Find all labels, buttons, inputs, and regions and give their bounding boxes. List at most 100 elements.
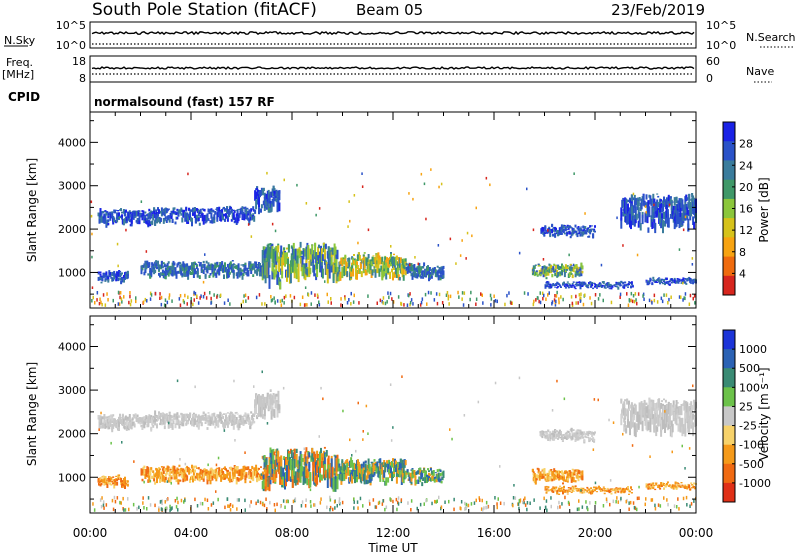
power-echo-cell (353, 254, 355, 256)
power-echo-cell (387, 268, 389, 273)
power-echo-cell (399, 277, 401, 281)
velocity-echo-cell (365, 464, 367, 473)
power-echo-cell (176, 272, 178, 279)
power-echo-cell (328, 300, 330, 304)
power-echo-cell (593, 229, 595, 231)
freq-unit-label: [MHz] (2, 68, 34, 81)
power-echo-cell (495, 299, 497, 303)
power-echo-cell (620, 282, 622, 284)
power-echo-cell (148, 209, 150, 212)
power-echo-cell (684, 297, 686, 301)
velocity-echo-cell (574, 433, 576, 436)
velocity-echo-cell (573, 429, 575, 431)
power-echo-cell (100, 274, 102, 276)
power-echo-cell (637, 254, 639, 257)
velocity-echo-cell (625, 428, 627, 433)
velocity-echo-cell (100, 415, 102, 419)
velocity-echo-cell (654, 403, 656, 405)
velocity-echo-cell (559, 486, 561, 487)
velocity-echo-cell (227, 472, 229, 475)
power-echo-cell (596, 288, 598, 289)
power-echo-cell (120, 291, 122, 295)
velocity-echo-cell (326, 450, 328, 456)
power-echo-cell (575, 295, 577, 299)
power-echo-cell (154, 270, 156, 273)
power-echo-cell (147, 273, 149, 275)
power-echo-cell (353, 300, 355, 304)
velocity-echo-cell (575, 440, 577, 442)
power-echo-cell (357, 242, 359, 245)
velocity-echo-cell (628, 494, 630, 495)
power-echo-cell (150, 297, 152, 301)
velocity-echo-cell (649, 418, 651, 432)
velocity-echo-cell (546, 492, 548, 494)
power-echo-cell (575, 301, 577, 305)
velocity-echo-cell (273, 452, 275, 456)
velocity-echo-cell (143, 466, 145, 469)
power-echo-cell (462, 291, 464, 295)
velocity-echo-cell (115, 476, 117, 477)
power-echo-cell (448, 297, 450, 301)
velocity-echo-cell (245, 422, 247, 424)
power-echo-cell (687, 224, 689, 232)
power-echo-cell (159, 297, 161, 301)
power-echo-cell (144, 212, 146, 214)
power-echo-cell (540, 301, 542, 305)
velocity-echo-cell (545, 474, 547, 476)
power-echo-cell (620, 293, 622, 297)
velocity-echo-region (153, 410, 255, 430)
power-echo-region (545, 281, 634, 290)
power-echo-cell (663, 212, 665, 220)
velocity-echo-cell (171, 415, 173, 418)
power-echo-cell (591, 225, 593, 226)
power-echo-region (540, 224, 596, 239)
power-echo-cell (192, 303, 194, 307)
power-echo-cell (162, 211, 164, 215)
power-echo-cell (622, 282, 624, 285)
velocity-echo-cell (301, 454, 303, 467)
power-echo-cell (631, 292, 633, 296)
velocity-echo-cell (241, 469, 243, 472)
power-echo-cell (543, 275, 545, 278)
power-echo-cell (663, 279, 665, 281)
velocity-echo-cell (258, 468, 260, 470)
velocity-echo-cell (347, 467, 349, 476)
power-echo-cell (573, 264, 575, 267)
power-echo-cell (549, 235, 551, 237)
power-echo-cell (656, 282, 658, 283)
power-echo-cell (564, 233, 566, 235)
power-echo-cell (109, 272, 111, 275)
power-echo-cell (232, 260, 234, 262)
power-echo-cell (438, 244, 440, 247)
power-echo-region (98, 270, 129, 284)
power-echo-cell (104, 280, 106, 282)
velocity-echo-cell (554, 489, 556, 491)
power-echo-cell (128, 301, 130, 305)
power-echo-cell (626, 292, 628, 296)
velocity-echo-cell (427, 468, 429, 470)
power-echo-cell (546, 277, 548, 279)
power-echo-cell (179, 262, 181, 264)
velocity-echo-cell (432, 475, 434, 479)
power-echo-cell (117, 243, 119, 246)
power-echo-cell (248, 223, 250, 226)
power-echo-cell (318, 301, 320, 305)
power-echo-cell (302, 296, 304, 300)
power-echo-cell (252, 274, 254, 277)
power-echo-cell (167, 301, 169, 305)
power-echo-cell (580, 299, 582, 303)
power-echo-cell (286, 248, 288, 250)
velocity-echo-cell (562, 437, 564, 440)
velocity-echo-cell (594, 431, 596, 433)
power-echo-cell (117, 210, 119, 211)
power-echo-cell (425, 293, 427, 297)
power-echo-cell (649, 299, 651, 303)
power-echo-cell (690, 294, 692, 298)
power-echo-cell (159, 292, 161, 296)
power-echo-cell (97, 291, 99, 295)
velocity-echo-cell (346, 459, 348, 463)
velocity-echo-cell (193, 466, 195, 469)
power-echo-cell (125, 229, 127, 232)
power-colorbar-segment (723, 218, 735, 238)
power-echo-cell (164, 303, 166, 307)
